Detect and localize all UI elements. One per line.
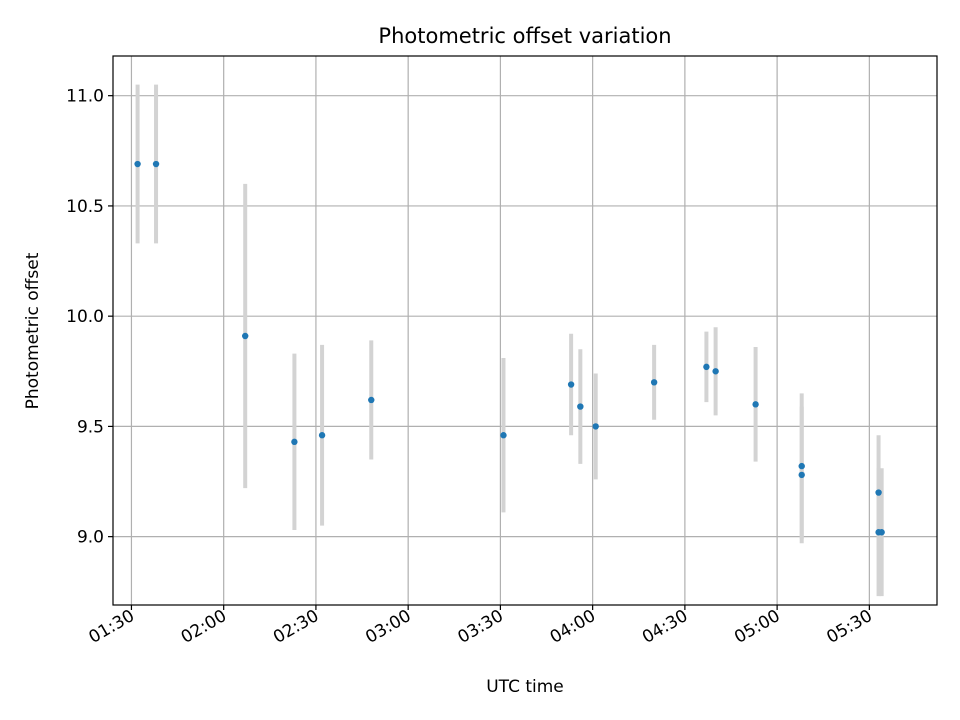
y-tick-label: 10.5 <box>66 197 104 217</box>
y-axis-title: Photometric offset <box>23 252 43 409</box>
data-point <box>152 160 160 168</box>
x-axis-title: UTC time <box>486 677 564 697</box>
grid <box>113 56 937 605</box>
data-point <box>703 363 710 371</box>
data-point <box>318 432 326 439</box>
y-tick-label: 9.5 <box>77 417 104 437</box>
chart-title: Photometric offset variation <box>378 24 671 48</box>
data-point <box>798 462 805 470</box>
data-point <box>798 471 805 479</box>
data-points <box>134 160 885 536</box>
data-point <box>878 529 885 536</box>
data-point <box>567 381 575 388</box>
y-tick-label: 10.0 <box>66 307 104 327</box>
data-point <box>291 438 298 446</box>
data-point <box>752 401 759 408</box>
y-tick-label: 11.0 <box>66 87 104 107</box>
data-point <box>577 403 584 410</box>
data-point <box>712 368 719 375</box>
data-point <box>500 432 507 439</box>
data-point <box>650 379 658 386</box>
data-point <box>875 489 882 496</box>
y-tick-label: 9.0 <box>77 528 104 548</box>
data-point <box>134 160 141 168</box>
data-point <box>368 396 375 404</box>
data-point <box>242 332 249 340</box>
plot-frame <box>112 55 938 606</box>
data-point <box>592 423 599 430</box>
